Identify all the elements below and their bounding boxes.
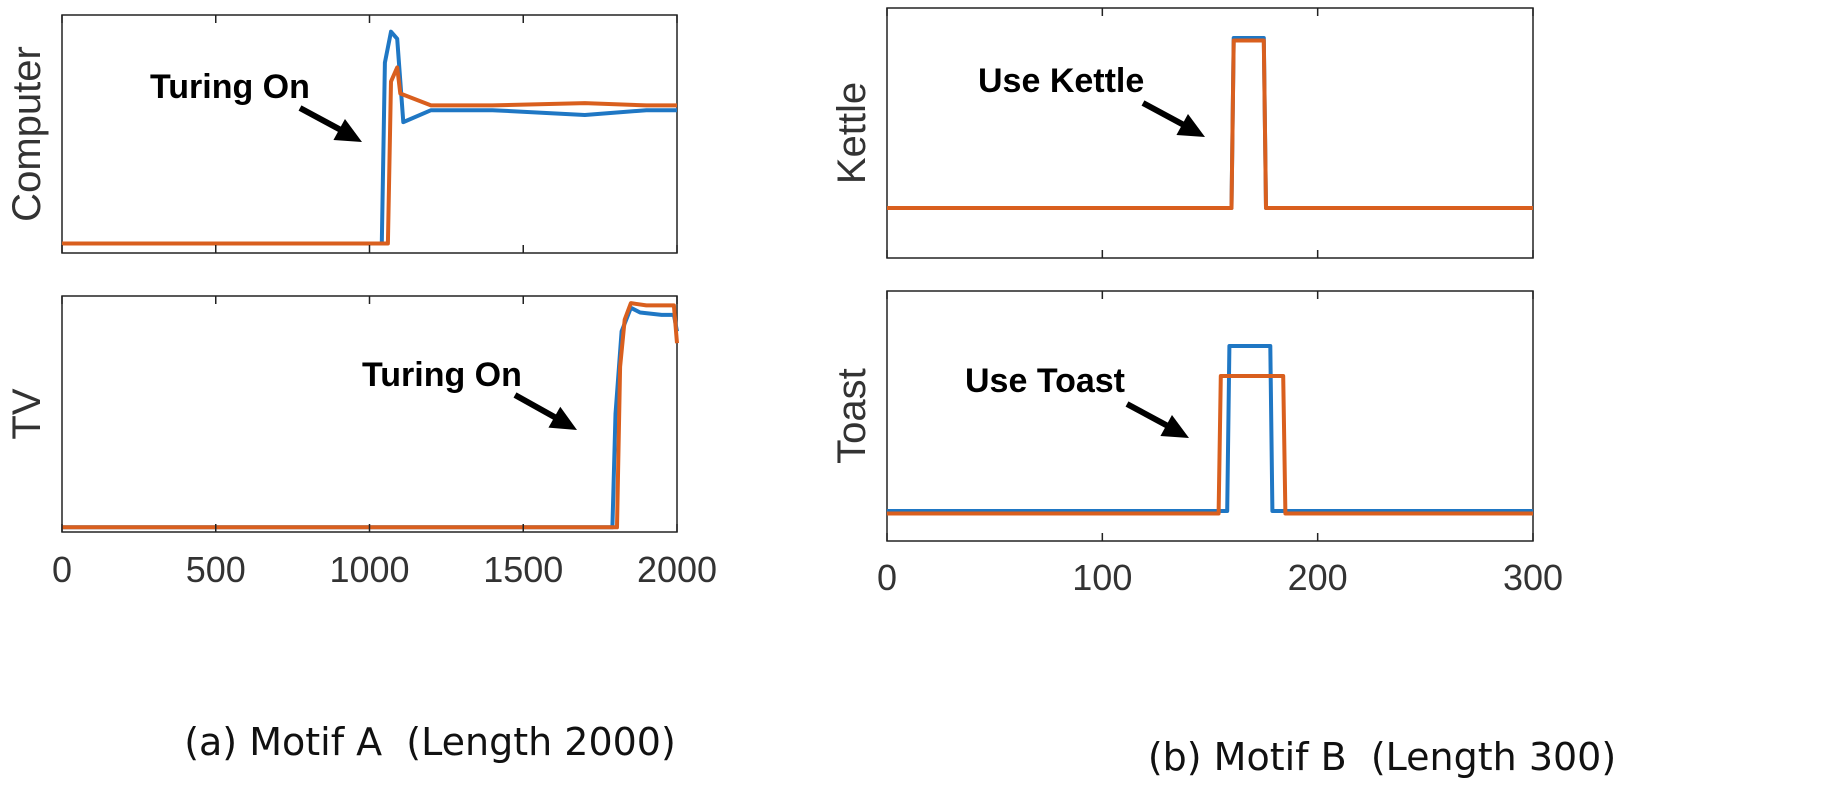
x-tick-label: 1500 bbox=[483, 549, 563, 590]
caption-left: (a) Motif A (Length 2000) bbox=[184, 720, 676, 764]
panel-kettle: Kettle Use Kettle bbox=[830, 7, 1534, 259]
annotation-arrowhead bbox=[1176, 113, 1205, 137]
x-tick-label: 300 bbox=[1503, 557, 1563, 598]
panel-tv: 0 500 1000 1500 2000 TV Turing On bbox=[5, 295, 717, 590]
annotation-arrowhead bbox=[1160, 414, 1189, 438]
annotation-label: Use Toast bbox=[965, 362, 1125, 400]
plot-frame bbox=[886, 290, 1534, 542]
series-line-orange bbox=[887, 38, 1533, 210]
x-tick-label: 0 bbox=[52, 549, 72, 590]
series-line-blue bbox=[887, 344, 1533, 513]
series-line-orange bbox=[887, 374, 1533, 516]
annotation-arrowhead bbox=[333, 118, 362, 142]
series-line-blue bbox=[62, 29, 677, 246]
x-tick-label: 1000 bbox=[329, 549, 409, 590]
series-line-orange bbox=[62, 65, 677, 246]
plot-frame bbox=[61, 295, 678, 533]
panel-toast: 0 100 200 300 Toast Use Toast bbox=[830, 290, 1563, 598]
panel-computer: Computer Turing On bbox=[5, 14, 678, 254]
caption-right: (b) Motif B (Length 300) bbox=[1147, 735, 1617, 779]
x-tick-label: 0 bbox=[877, 557, 897, 598]
annotation-label: Use Kettle bbox=[978, 62, 1144, 100]
series-line-orange bbox=[62, 301, 679, 530]
plot-frame bbox=[886, 7, 1534, 259]
y-axis-label: Kettle bbox=[830, 82, 874, 184]
x-tick-label: 2000 bbox=[637, 549, 717, 590]
x-tick-label: 500 bbox=[186, 549, 246, 590]
y-axis-label: TV bbox=[5, 388, 49, 439]
annotation-arrowhead bbox=[548, 406, 577, 430]
y-axis-label: Toast bbox=[830, 368, 874, 464]
series-line-blue bbox=[62, 305, 679, 530]
annotation-label: Turing On bbox=[362, 356, 522, 394]
x-tick-label: 200 bbox=[1288, 557, 1348, 598]
y-axis-label: Computer bbox=[5, 46, 49, 222]
x-tick-label: 100 bbox=[1072, 557, 1132, 598]
annotation-label: Turing On bbox=[150, 68, 310, 106]
plot-frame bbox=[61, 14, 678, 254]
